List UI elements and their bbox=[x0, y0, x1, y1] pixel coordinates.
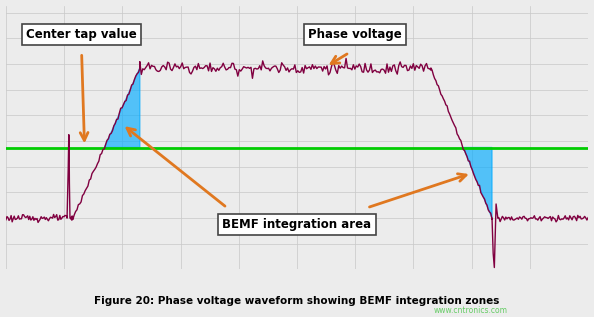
Text: www.cntronics.com: www.cntronics.com bbox=[434, 307, 508, 315]
Text: Phase voltage: Phase voltage bbox=[308, 28, 402, 41]
Polygon shape bbox=[105, 68, 140, 147]
Text: Figure 20: Phase voltage waveform showing BEMF integration zones: Figure 20: Phase voltage waveform showin… bbox=[94, 296, 500, 306]
Text: BEMF integration area: BEMF integration area bbox=[222, 218, 372, 231]
Polygon shape bbox=[463, 147, 492, 218]
Text: Center tap value: Center tap value bbox=[26, 28, 137, 41]
